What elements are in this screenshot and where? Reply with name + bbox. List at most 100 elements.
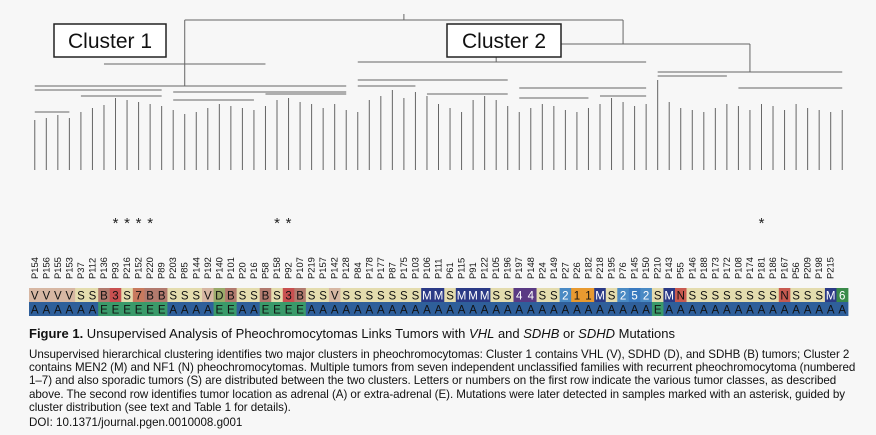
sample-id-label: P219 (306, 257, 317, 279)
tumor-class-cell (225, 288, 238, 302)
sample-id-label: P154 (29, 257, 40, 279)
tumor-location-letter: A (585, 305, 593, 317)
sample-id-label: P167 (779, 257, 790, 279)
tumor-location-cell (52, 302, 65, 316)
tumor-location-letter: E (296, 305, 304, 317)
cluster-label-box (53, 23, 167, 58)
tumor-class-cell (432, 288, 445, 302)
tumor-class-cell (375, 288, 387, 302)
tumor-class-cell (109, 288, 122, 302)
tumor-class-letter: B (158, 291, 166, 303)
tumor-class-letter: S (123, 291, 131, 303)
tumor-location-letter: A (77, 305, 85, 317)
mutation-asterisk: * (274, 215, 280, 232)
sample-id-label: P27 (559, 262, 570, 279)
tumor-location-cell (109, 302, 122, 316)
sample-id-label: P37 (75, 262, 86, 279)
tumor-class-cell (398, 288, 411, 302)
tumor-location-letter: A (642, 305, 650, 317)
sample-id-label: P143 (663, 257, 674, 279)
sample-id-label: P84 (352, 262, 363, 279)
sample-id-label: P76 (617, 262, 628, 279)
tumor-location-letter: A (550, 305, 558, 317)
tumor-location-letter: E (285, 305, 293, 317)
sample-id-label: P92 (283, 262, 294, 279)
sample-id-label: P220 (144, 257, 155, 279)
sample-id-label: P93 (110, 262, 121, 279)
sample-id-label: P218 (594, 257, 605, 279)
tumor-location-letter: A (169, 305, 177, 317)
tumor-location-letter: E (146, 305, 154, 317)
tumor-class-cell (721, 288, 734, 302)
tumor-location-cell (167, 302, 180, 316)
tumor-class-cell (190, 288, 203, 302)
tumor-location-cell (248, 302, 261, 316)
tumor-class-letter: B (262, 291, 270, 303)
tumor-class-letter: S (654, 291, 662, 303)
tumor-location-letter: A (412, 305, 420, 317)
tumor-class-cell (317, 288, 330, 302)
sample-id-label: P85 (179, 262, 190, 279)
tumor-location-cell (501, 302, 514, 316)
mutation-asterisk: * (147, 215, 153, 232)
tumor-location-letter: A (804, 305, 812, 317)
sample-id-label: P181 (755, 257, 766, 279)
tumor-class-letter: 6 (839, 291, 845, 303)
tumor-location-cell (467, 302, 480, 316)
tumor-class-cell (674, 288, 687, 302)
mutation-asterisk: * (124, 215, 130, 232)
tumor-location-cell (721, 302, 734, 316)
tumor-class-letter: S (308, 291, 316, 303)
tumor-location-letter: A (66, 305, 74, 317)
tumor-location-cell (628, 302, 641, 316)
tumor-location-cell (525, 302, 537, 316)
tumor-class-letter: 3 (112, 291, 118, 303)
tumor-location-cell (686, 302, 699, 316)
tumor-class-letter: 7 (135, 291, 141, 303)
tumor-class-cell (52, 288, 65, 302)
tumor-location-letter: A (354, 305, 362, 317)
tumor-class-cell (801, 288, 814, 302)
tumor-class-letter: M (457, 291, 467, 303)
sample-id-label: P107 (294, 257, 305, 279)
tumor-class-letter: S (688, 291, 696, 303)
tumor-location-cell (294, 302, 307, 316)
tumor-location-cell (801, 302, 814, 316)
tumor-location-cell (605, 302, 618, 316)
tumor-class-cell (40, 288, 53, 302)
tumor-location-letter: A (342, 305, 350, 317)
tumor-location-cell (755, 302, 768, 316)
tumor-class-cell (640, 288, 653, 302)
tumor-class-cell (536, 288, 549, 302)
tumor-location-letter: E (273, 305, 281, 317)
sample-id-label: P103 (409, 257, 420, 279)
tumor-location-cell (132, 302, 145, 316)
tumor-class-cell (513, 288, 526, 302)
tumor-class-letter: B (100, 291, 108, 303)
tumor-location-cell (317, 302, 330, 316)
tumor-class-cell (132, 288, 145, 302)
tumor-location-letter: A (769, 305, 777, 317)
tumor-location-cell (271, 302, 284, 316)
tumor-location-letter: A (700, 305, 708, 317)
tumor-location-letter: E (215, 305, 223, 317)
sample-id-label: P108 (732, 257, 743, 279)
sample-id-label: P215 (825, 257, 836, 279)
tumor-location-cell (709, 302, 722, 316)
tumor-class-letter: S (746, 291, 754, 303)
tumor-class-cell (178, 288, 191, 302)
tumor-class-cell (421, 288, 434, 302)
tumor-class-letter: S (400, 291, 408, 303)
sample-id-label: P173 (709, 257, 720, 279)
tumor-location-cell (421, 302, 434, 316)
mutation-asterisk: * (759, 215, 765, 232)
tumor-class-letter: S (608, 291, 616, 303)
tumor-class-cell (651, 288, 664, 302)
tumor-location-cell (98, 302, 111, 316)
sample-id-label: P140 (213, 257, 224, 279)
tumor-location-letter: A (239, 305, 247, 317)
tumor-class-letter: S (77, 291, 85, 303)
dendrogram-figure: Cluster 1 Cluster 2P154VAP156VAP155VAP153… (29, 14, 849, 317)
tumor-location-letter: A (827, 305, 835, 317)
tumor-class-cell (213, 288, 226, 302)
